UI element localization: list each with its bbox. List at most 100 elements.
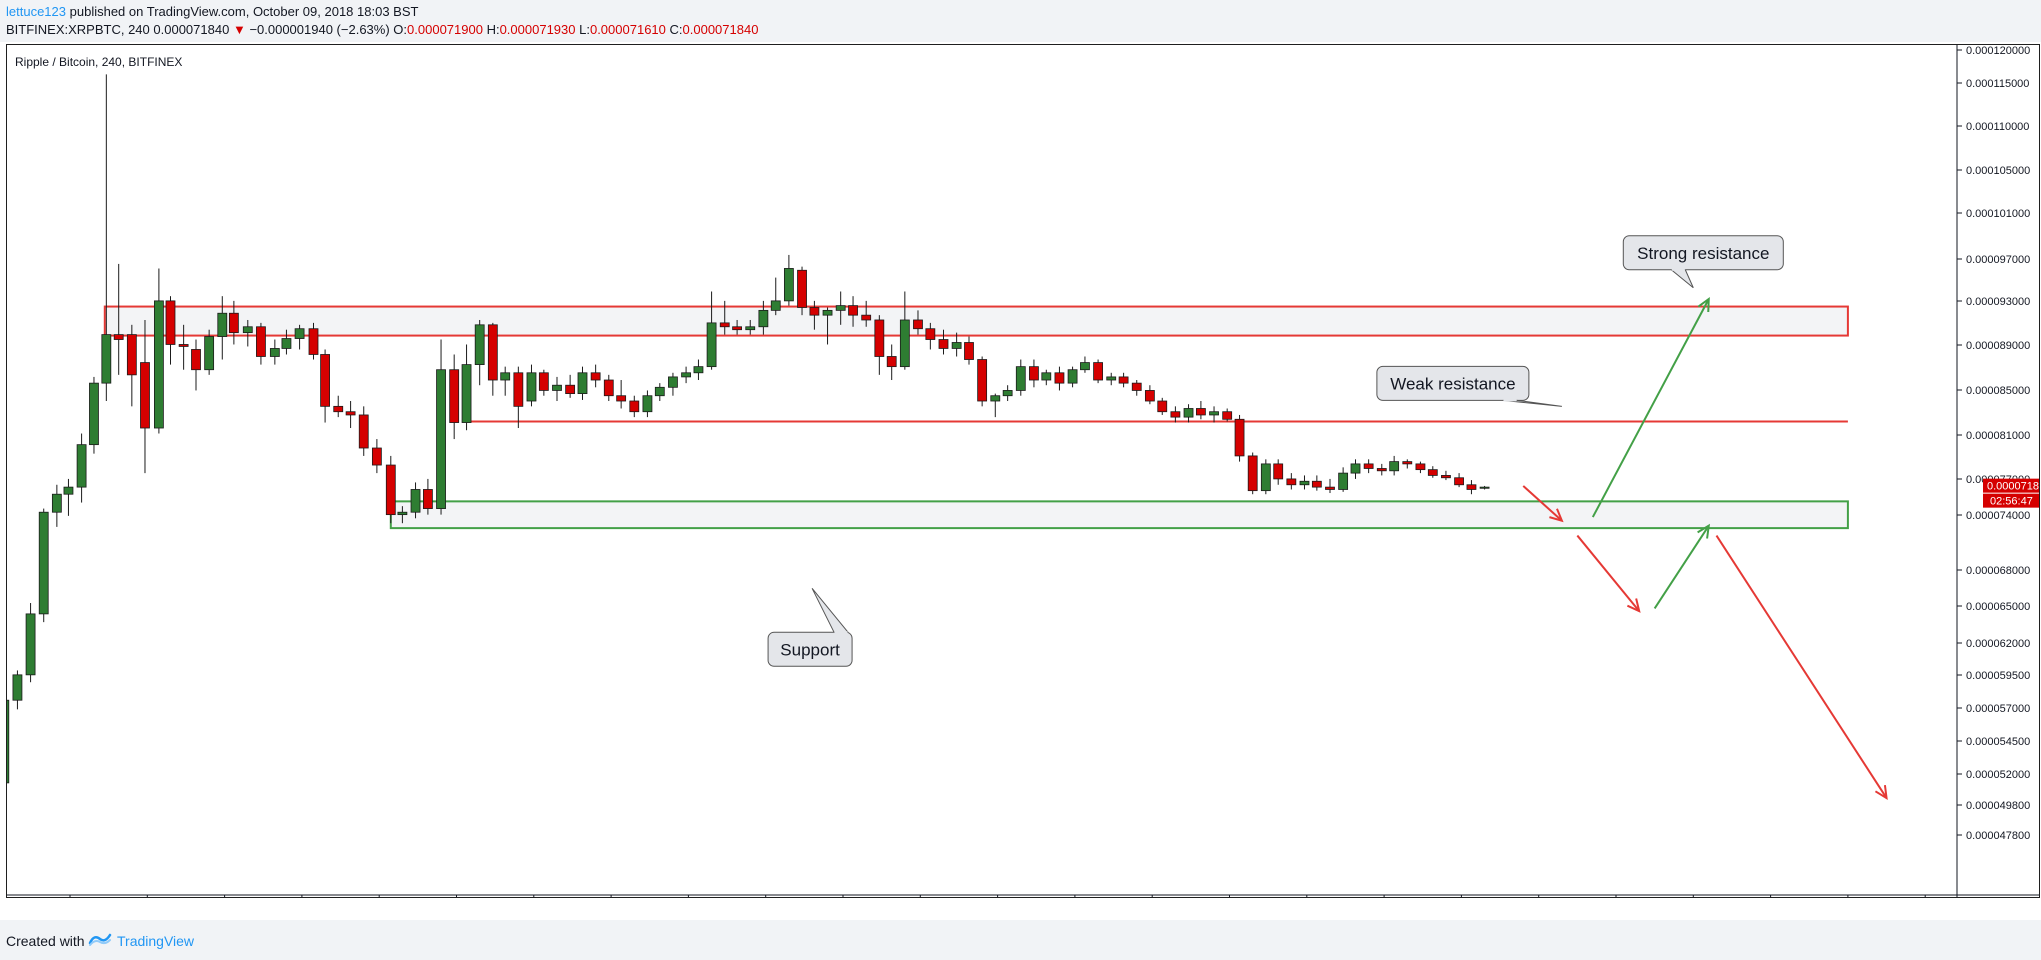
tradingview-logo-icon[interactable]	[88, 931, 112, 947]
header-bar: lettuce123 published on TradingView.com,…	[0, 0, 2041, 42]
candle-down	[487, 324, 498, 381]
price-tick-label: 0.000097000	[1966, 254, 2030, 266]
candle-up	[1002, 390, 1013, 397]
price-tick-label: 0.000085000	[1966, 385, 2030, 397]
candle-up	[706, 322, 717, 368]
created-with-text: Created with	[6, 933, 85, 949]
candle-up	[552, 384, 562, 391]
candle-up	[1183, 408, 1194, 418]
candle-down	[308, 328, 319, 355]
candle-up	[1260, 463, 1271, 492]
candle-down	[113, 334, 124, 340]
candle-up	[204, 336, 215, 371]
candle-down	[565, 384, 576, 395]
author-link[interactable]: lettuce123	[6, 4, 66, 19]
candle-down	[719, 322, 730, 328]
candle-up	[1041, 372, 1052, 381]
callout-box	[1376, 365, 1530, 401]
candle-up	[1015, 366, 1026, 391]
candle-down	[371, 447, 382, 466]
candle-up	[835, 305, 846, 311]
callouts-layer: Strong resistance Weak resistance Support	[767, 235, 1784, 667]
price-tick-label: 0.000047800	[1966, 830, 2030, 842]
candle-down	[1273, 463, 1284, 480]
candle-down	[913, 319, 923, 330]
candle-down	[603, 379, 614, 397]
candle-up	[51, 493, 62, 513]
candles-layer	[7, 74, 1490, 784]
price-tick-label: 0.000115000	[1966, 78, 2029, 90]
candle-down	[1376, 468, 1387, 472]
projection-arrows-layer	[1522, 296, 1888, 800]
candle-down	[538, 372, 549, 391]
price-tick-label: 0.000062000	[1966, 638, 2030, 650]
candle-down	[256, 326, 266, 357]
candle-down	[1466, 484, 1477, 490]
candle-up	[410, 489, 421, 513]
candle-down	[126, 334, 137, 376]
candle-down	[1286, 478, 1297, 486]
callout-weak-resistance: Weak resistance	[1376, 365, 1562, 407]
candle-down	[616, 395, 627, 402]
last-price: 0.000071840	[153, 22, 230, 37]
candle-up	[770, 300, 781, 311]
candle-down	[861, 314, 872, 321]
open-value: 0.000071900	[407, 22, 483, 37]
candle-up	[101, 334, 112, 384]
candle-up	[822, 309, 833, 316]
candle-down	[886, 356, 897, 368]
bar-countdown: 02:56:47	[1990, 496, 2033, 508]
candle-up	[577, 372, 588, 395]
callout-box	[1622, 235, 1784, 271]
candle-up	[758, 309, 769, 328]
candle-down	[345, 411, 356, 416]
callout-pointer	[811, 587, 849, 633]
candle-up	[12, 674, 23, 701]
callout-pointer	[1670, 269, 1694, 289]
candle-down	[1157, 400, 1168, 413]
candle-down	[977, 359, 988, 402]
candle-down	[1222, 411, 1233, 420]
candle-down	[809, 307, 820, 316]
price-tick-label: 0.000089000	[1966, 340, 2030, 352]
candle-down	[1415, 463, 1426, 471]
candle-down	[513, 372, 524, 407]
candle-up	[1067, 369, 1078, 384]
price-tick-label: 0.000059500	[1966, 670, 2030, 682]
candle-up	[1350, 463, 1361, 474]
symbol-label: BITFINEX:XRPBTC, 240	[6, 22, 150, 37]
price-tick-label: 0.000074000	[1966, 510, 2030, 522]
price-tick-label: 0.000101000	[1966, 208, 2030, 220]
candle-up	[1080, 362, 1090, 371]
candle-up	[89, 382, 99, 446]
candle-up	[25, 613, 36, 676]
chart-frame[interactable]: Strong resistance Weak resistance Support …	[6, 44, 2040, 898]
close-label: C:	[669, 22, 683, 37]
candle-up	[783, 268, 794, 302]
candle-down	[1093, 362, 1103, 381]
candle-down	[1311, 480, 1322, 488]
tradingview-brand-link[interactable]: TradingView	[117, 933, 195, 949]
price-tick-label: 0.000110000	[1966, 121, 2029, 133]
high-label: H:	[486, 22, 500, 37]
candle-down	[874, 319, 885, 357]
callout-support: Support	[767, 587, 853, 667]
candle-down	[1144, 390, 1155, 402]
candle-up	[1209, 411, 1219, 416]
candle-down	[165, 300, 176, 345]
candle-down	[1441, 475, 1451, 479]
callout-label: Support	[780, 640, 840, 659]
zones-layer	[103, 305, 1849, 530]
projection-arrowhead	[1549, 508, 1564, 523]
candle-up	[654, 386, 665, 397]
candle-up	[76, 444, 87, 488]
candle-down	[938, 339, 949, 349]
candle-down	[629, 400, 640, 413]
candle-down	[1247, 455, 1258, 492]
ohlc-line: BITFINEX:XRPBTC, 240 0.000071840 ▼ −0.00…	[6, 22, 758, 37]
candle-down	[385, 464, 396, 516]
candle-down	[964, 342, 974, 360]
candle-down	[1234, 418, 1245, 457]
callout-label: Strong resistance	[1637, 244, 1769, 263]
